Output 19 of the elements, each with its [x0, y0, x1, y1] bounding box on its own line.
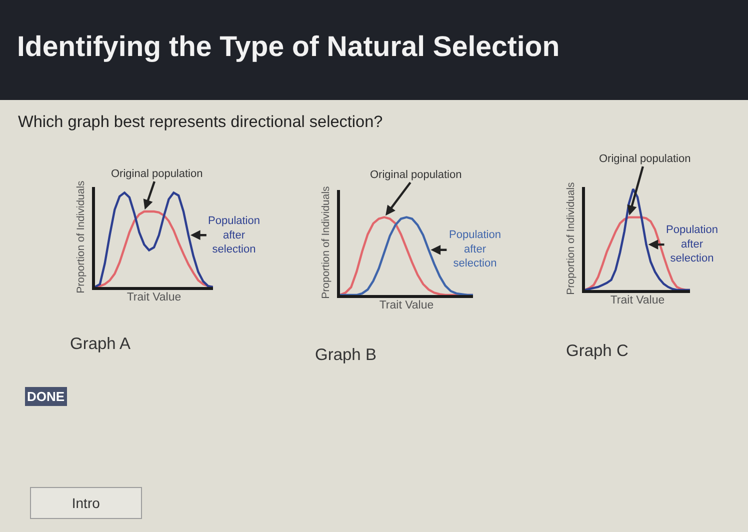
- text: Original population: [370, 169, 462, 181]
- text: Original population: [599, 153, 691, 165]
- y-axis-title: Proportion of Individuals: [75, 180, 88, 294]
- x-axis-title: Trait Value: [379, 299, 434, 312]
- y-axis-title: Proportion of Individuals: [320, 186, 332, 299]
- x-axis-title: Trait Value: [610, 294, 665, 306]
- text: Original population: [111, 168, 203, 180]
- series-label: Population after selection: [666, 224, 718, 265]
- text: Graph A: [70, 335, 131, 353]
- series-label: Population after selection: [208, 215, 260, 256]
- text: Graph B: [315, 346, 376, 364]
- x-axis-title: Trait Value: [126, 291, 182, 304]
- text: Which graph best represents directional selection?: [18, 113, 383, 131]
- series-label: Population after selection: [449, 229, 501, 270]
- y-axis-title: Proportion of Individuals: [565, 182, 578, 295]
- text: DONE: [27, 389, 65, 404]
- text: Graph C: [566, 342, 628, 360]
- text: Identifying the Type of Natural Selection: [17, 31, 560, 63]
- text: Intro: [72, 495, 100, 511]
